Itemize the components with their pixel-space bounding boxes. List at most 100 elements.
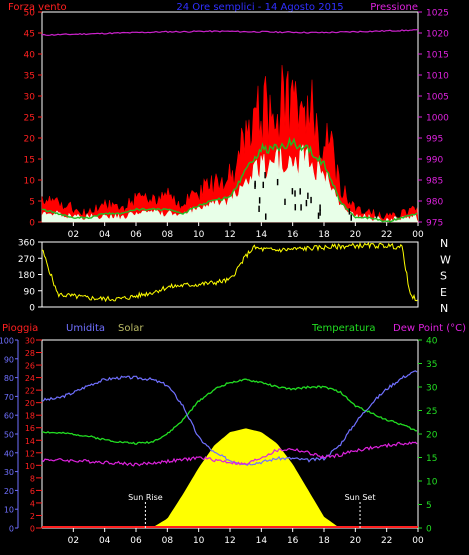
pressure-y-tick-label: 975	[426, 219, 443, 229]
temp-x-tick-label: 02	[68, 536, 79, 546]
rain-y-tick-label: 12	[25, 449, 35, 458]
rain-y-tick-label: 18	[25, 412, 35, 421]
solar-area	[42, 428, 418, 528]
wind-speed-gap	[258, 197, 261, 204]
wind-speed-gap	[348, 208, 351, 215]
wind-y-tick-label: 35	[24, 72, 35, 82]
sunrise-label: Sun Rise	[128, 493, 163, 502]
wind-speed-gap	[310, 196, 312, 204]
wind-speed-gap	[307, 192, 309, 199]
wind-speed-gap	[294, 190, 296, 197]
rain-label: Pioggia	[2, 323, 38, 334]
temp-y-tick-label: 15	[426, 454, 437, 464]
wind-speed-gap	[299, 188, 301, 195]
pressure-y-tick-label: 1015	[426, 51, 449, 61]
temp-y-tick-label: 5	[426, 501, 432, 511]
humidity-y-tick-label: 90	[4, 355, 14, 364]
humidity-y-tick-label: 60	[4, 412, 14, 421]
temp-x-tick-label: 14	[256, 536, 268, 546]
humidity-label: Umidita	[66, 323, 105, 334]
temp-x-tick-label: 12	[224, 536, 235, 546]
pressure-line	[41, 28, 419, 37]
temp-x-tick-label: 00	[412, 536, 424, 546]
dewpoint-line	[41, 441, 418, 467]
wind-x-tick-label: 12	[224, 230, 235, 240]
wind-y-tick-label: 0	[29, 219, 35, 229]
wind-speed-gap	[258, 205, 260, 212]
wind-y-tick-label: 40	[24, 51, 36, 61]
pressure-y-tick-label: 1020	[426, 30, 449, 40]
cardinal-label: W	[440, 253, 451, 266]
temp-y-tick-label: 30	[426, 384, 438, 394]
temp-y-tick-label: 40	[426, 337, 438, 347]
wind-x-tick-label: 20	[350, 230, 362, 240]
rain-y-tick-label: 0	[30, 525, 35, 534]
wind-speed-gap	[264, 172, 266, 179]
temp-x-tick-label: 20	[350, 536, 362, 546]
humidity-y-tick-label: 30	[4, 468, 14, 477]
wind-x-tick-label: 04	[99, 230, 111, 240]
humidity-y-tick-label: 80	[4, 374, 14, 383]
rain-y-tick-label: 14	[25, 437, 35, 446]
temp-x-tick-label: 16	[287, 536, 299, 546]
temperature-humidity-chart: 0102030405060708090100024681012141618202…	[0, 337, 438, 547]
temp-y-tick-label: 20	[426, 431, 438, 441]
temp-x-tick-label: 06	[130, 536, 142, 546]
temp-x-tick-label: 18	[318, 536, 330, 546]
temp-x-tick-label: 22	[381, 536, 392, 546]
humidity-y-tick-label: 70	[4, 393, 14, 402]
cardinal-label: S	[440, 270, 447, 283]
wind-speed-gap	[262, 181, 265, 189]
wind-speed-gap	[305, 199, 308, 207]
pressure-y-tick-label: 985	[426, 177, 443, 187]
pressure-y-tick-label: 1005	[426, 93, 449, 103]
humidity-y-tick-label: 40	[4, 449, 14, 458]
wind-speed-gap	[291, 188, 294, 195]
humidity-y-tick-label: 100	[0, 337, 14, 346]
wind-y-tick-label: 30	[24, 93, 36, 103]
temperature-label: Temperatura	[311, 323, 376, 334]
rain-y-tick-label: 22	[25, 387, 35, 396]
wind-x-tick-label: 22	[381, 230, 392, 240]
dewpoint-label: Dew Point (°C)	[393, 323, 466, 334]
wind-x-tick-label: 14	[256, 230, 268, 240]
temp-x-tick-label: 10	[193, 536, 205, 546]
wind-speed-gap	[317, 212, 320, 219]
temp-y-tick-label: 10	[426, 478, 438, 488]
wind-speed-gap	[294, 204, 297, 211]
wind-label: Forza vento	[8, 2, 67, 13]
wind-x-tick-label: 02	[68, 230, 79, 240]
rain-y-tick-label: 30	[25, 337, 35, 346]
wind-y-tick-label: 20	[24, 135, 36, 145]
pressure-label: Pressione	[370, 2, 418, 13]
wind-speed-gap	[300, 204, 302, 211]
wind-speed-gap	[319, 209, 321, 216]
wind-x-tick-label: 00	[412, 230, 424, 240]
humidity-y-tick-label: 0	[9, 525, 14, 534]
rain-y-tick-label: 6	[30, 487, 35, 496]
cardinal-label: E	[440, 286, 447, 299]
rain-y-tick-label: 10	[25, 462, 35, 471]
temperature-line	[42, 378, 418, 445]
pressure-y-tick-label: 995	[426, 135, 443, 145]
pressure-y-tick-label: 1010	[426, 72, 449, 82]
wind-speed-gap	[264, 213, 267, 220]
wind-y-tick-label: 45	[24, 30, 35, 40]
chart-title: 24 Ore semplici - 14 Agosto 2015	[176, 2, 343, 13]
humidity-line	[41, 370, 418, 466]
direction-y-tick-label: 360	[18, 239, 35, 249]
wind-speed-gap	[276, 178, 279, 186]
pressure-y-tick-label: 990	[426, 156, 443, 166]
wind-chart: 0510152025303540455097598098599099510001…	[24, 9, 450, 241]
direction-frame	[41, 241, 419, 308]
pressure-y-tick-label: 1000	[426, 114, 449, 124]
direction-y-tick-label: 90	[24, 287, 36, 297]
pressure-y-tick-label: 980	[426, 198, 443, 208]
humidity-y-tick-label: 10	[4, 506, 14, 515]
direction-y-tick-label: 0	[29, 304, 35, 314]
wind-direction-line	[41, 241, 418, 303]
rain-y-tick-label: 16	[25, 424, 35, 433]
